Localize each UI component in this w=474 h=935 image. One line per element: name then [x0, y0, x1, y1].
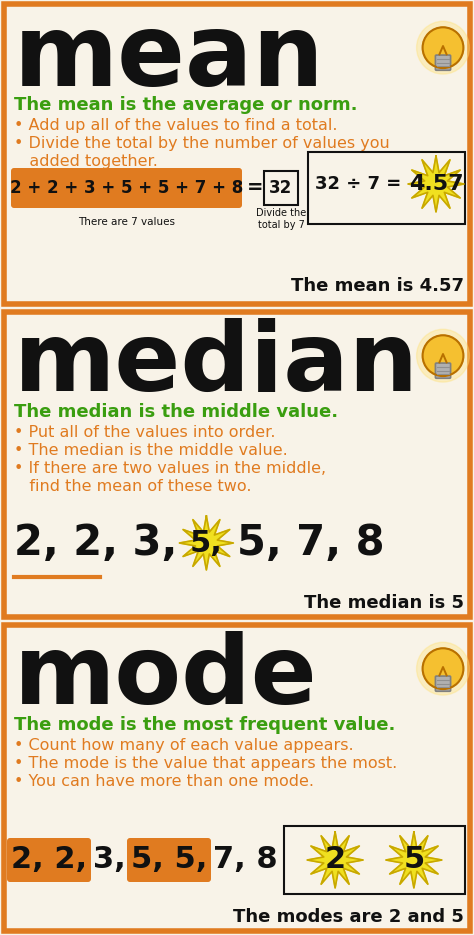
FancyBboxPatch shape — [127, 838, 211, 882]
Text: 2, 2, 3,: 2, 2, 3, — [14, 522, 177, 564]
Text: 5, 5,: 5, 5, — [131, 845, 207, 874]
Text: 5,: 5, — [190, 528, 223, 557]
Text: The modes are 2 and 5: The modes are 2 and 5 — [233, 908, 464, 926]
Text: • The median is the middle value.: • The median is the middle value. — [14, 443, 288, 458]
Polygon shape — [307, 832, 363, 888]
Circle shape — [423, 336, 464, 376]
Text: The mean is the average or norm.: The mean is the average or norm. — [14, 96, 357, 114]
Text: mean: mean — [14, 10, 325, 107]
Text: 2: 2 — [325, 845, 346, 874]
Text: • Put all of the values into order.: • Put all of the values into order. — [14, 425, 275, 440]
Text: The mode is the most frequent value.: The mode is the most frequent value. — [14, 716, 395, 734]
FancyBboxPatch shape — [4, 4, 470, 304]
Circle shape — [423, 648, 464, 689]
Text: • Divide the total by the number of values you: • Divide the total by the number of valu… — [14, 136, 390, 151]
Text: 5, 7, 8: 5, 7, 8 — [237, 522, 385, 564]
Text: mode: mode — [14, 631, 318, 724]
Text: median: median — [14, 318, 419, 411]
Text: • Count how many of each value appears.: • Count how many of each value appears. — [14, 738, 354, 753]
Text: Divide the
total by 7: Divide the total by 7 — [256, 208, 306, 230]
Text: =: = — [247, 179, 264, 197]
FancyBboxPatch shape — [284, 826, 465, 894]
Text: find the mean of these two.: find the mean of these two. — [14, 479, 252, 494]
Circle shape — [417, 329, 469, 382]
FancyBboxPatch shape — [4, 625, 470, 931]
Text: • The mode is the value that appears the most.: • The mode is the value that appears the… — [14, 756, 397, 771]
Text: The median is 5: The median is 5 — [304, 594, 464, 612]
Text: • Add up all of the values to find a total.: • Add up all of the values to find a tot… — [14, 118, 337, 133]
FancyBboxPatch shape — [4, 312, 470, 617]
FancyBboxPatch shape — [7, 838, 91, 882]
Text: 3,: 3, — [93, 845, 126, 874]
Text: • You can have more than one mode.: • You can have more than one mode. — [14, 774, 314, 789]
FancyBboxPatch shape — [436, 363, 451, 379]
FancyBboxPatch shape — [264, 171, 298, 205]
Text: 5: 5 — [403, 845, 425, 874]
Circle shape — [417, 22, 469, 74]
Text: 7, 8: 7, 8 — [213, 845, 278, 874]
Text: 32: 32 — [269, 179, 292, 197]
Text: added together.: added together. — [14, 154, 158, 169]
Polygon shape — [408, 156, 464, 212]
Text: The mean is 4.57: The mean is 4.57 — [291, 277, 464, 295]
FancyBboxPatch shape — [436, 55, 451, 70]
FancyBboxPatch shape — [308, 152, 465, 224]
Polygon shape — [179, 516, 233, 570]
Text: 4.57: 4.57 — [409, 174, 463, 194]
Text: 2 + 2 + 3 + 5 + 5 + 7 + 8: 2 + 2 + 3 + 5 + 5 + 7 + 8 — [10, 179, 243, 197]
Text: The median is the middle value.: The median is the middle value. — [14, 403, 338, 421]
FancyBboxPatch shape — [436, 676, 451, 691]
Circle shape — [423, 27, 464, 68]
FancyBboxPatch shape — [11, 168, 242, 208]
Text: 2, 2,: 2, 2, — [11, 845, 87, 874]
Polygon shape — [386, 832, 442, 888]
Circle shape — [417, 642, 469, 695]
Text: • If there are two values in the middle,: • If there are two values in the middle, — [14, 461, 326, 476]
Text: 32 ÷ 7 =: 32 ÷ 7 = — [315, 175, 401, 193]
Text: There are 7 values: There are 7 values — [78, 217, 175, 227]
